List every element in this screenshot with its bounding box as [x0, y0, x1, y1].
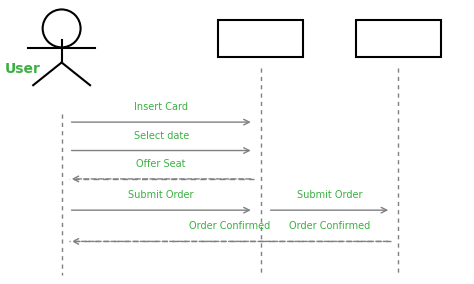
Text: Theater :
Theater 2: Theater : Theater 2: [237, 26, 284, 50]
Text: Submit Order: Submit Order: [297, 190, 362, 200]
Text: Order Confirmed: Order Confirmed: [289, 222, 370, 231]
Text: Order Confirmed: Order Confirmed: [189, 222, 271, 231]
Text: User: User: [5, 62, 41, 76]
Text: Insert Card: Insert Card: [134, 102, 188, 112]
Text: Submit Order: Submit Order: [128, 190, 194, 200]
Text: Server : Server
1: Server : Server 1: [362, 26, 435, 50]
Bar: [356, 20, 441, 57]
Text: Select date: Select date: [134, 131, 189, 141]
Bar: [218, 20, 303, 57]
Text: Offer Seat: Offer Seat: [137, 159, 186, 169]
